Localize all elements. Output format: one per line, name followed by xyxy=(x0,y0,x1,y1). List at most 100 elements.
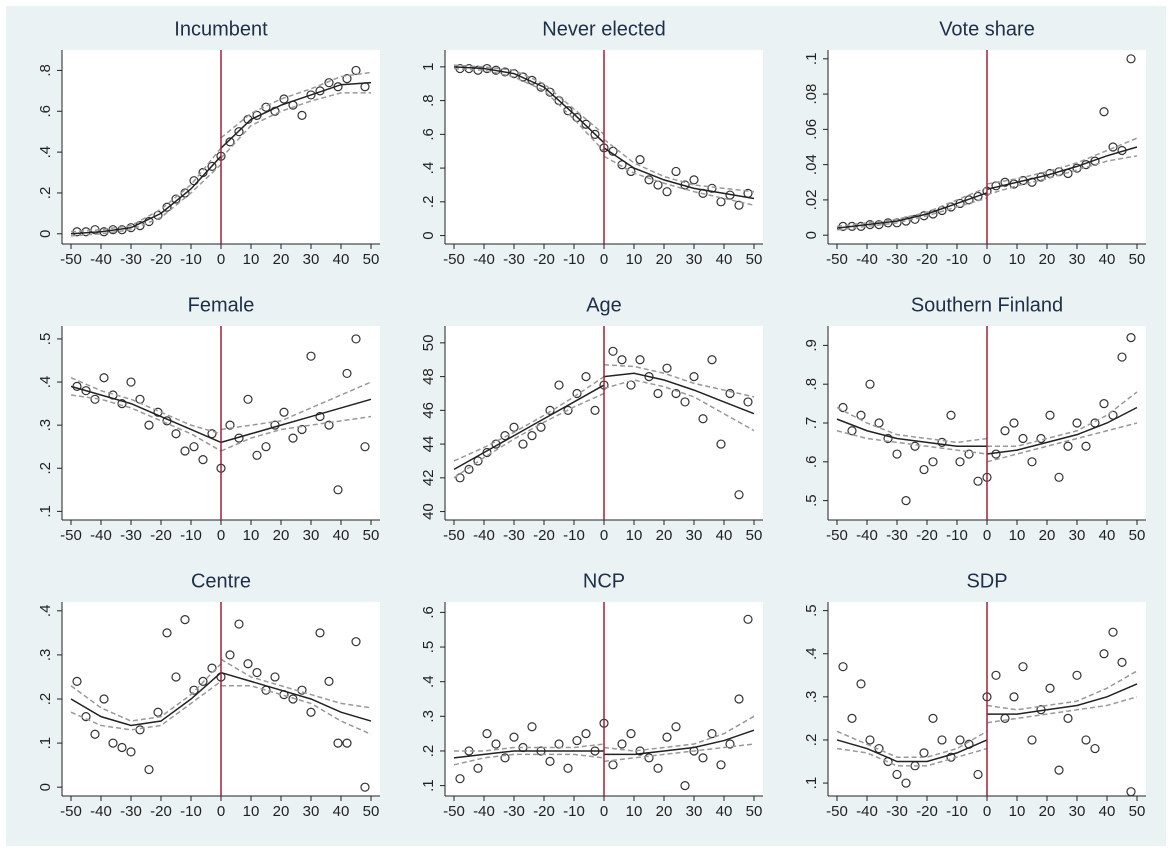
ci-line xyxy=(453,67,605,152)
x-tick-label: 40 xyxy=(333,251,350,268)
scatter-point xyxy=(234,127,244,137)
ci-line xyxy=(836,186,988,228)
scatter-point xyxy=(874,220,884,230)
x-tick-label: -50 xyxy=(60,803,82,820)
y-tick-label: .2 xyxy=(37,693,54,706)
x-tick-label: 50 xyxy=(746,251,763,268)
scatter-point xyxy=(473,763,483,773)
fit-line xyxy=(453,384,605,471)
ci-line xyxy=(836,430,988,455)
scatter-point xyxy=(500,753,510,763)
ci-line xyxy=(220,415,372,452)
scatter-point xyxy=(306,351,316,361)
scatter-point xyxy=(1009,692,1019,702)
y-tick-label: .4 xyxy=(37,376,54,389)
x-tick-label: -50 xyxy=(826,251,848,268)
scatter-point xyxy=(919,464,929,475)
y-tick-label: .1 xyxy=(803,777,820,790)
scatter-point xyxy=(536,422,546,432)
y-tick-label: .4 xyxy=(420,675,437,688)
x-tick-label: 30 xyxy=(1069,251,1086,268)
y-tick-label: .6 xyxy=(37,105,54,118)
x-tick-label: 30 xyxy=(1069,527,1086,544)
x-tick-label: 40 xyxy=(333,527,350,544)
x-tick-label: -30 xyxy=(120,251,142,268)
ci-line xyxy=(220,92,371,159)
scatter-point xyxy=(482,729,492,739)
scatter-point xyxy=(252,667,262,678)
y-tick-label: .2 xyxy=(803,734,820,747)
scatter-point xyxy=(743,397,753,407)
scatter-point xyxy=(153,707,163,717)
y-tick-label: 0 xyxy=(37,230,54,238)
fit-line xyxy=(604,729,755,756)
scatter-point xyxy=(342,368,352,379)
ci-line xyxy=(987,391,1138,448)
scatter-point xyxy=(180,615,190,625)
scatter-point xyxy=(1027,457,1037,467)
fit-line xyxy=(220,81,372,149)
panel-title: Vote share xyxy=(939,18,1035,40)
y-tick-label: .2 xyxy=(420,745,437,758)
y-tick-label: .06 xyxy=(803,119,820,140)
ci-line xyxy=(986,422,1138,463)
x-tick-label: 10 xyxy=(243,251,260,268)
x-tick-label: 40 xyxy=(716,251,733,268)
scatter-point xyxy=(1126,54,1136,64)
x-tick-label: -30 xyxy=(886,251,908,268)
scatter-point xyxy=(1027,735,1037,745)
y-tick-label: .7 xyxy=(803,417,820,430)
x-tick-label: 40 xyxy=(1099,251,1116,268)
scatter-point xyxy=(279,94,289,104)
x-tick-label: -40 xyxy=(856,251,878,268)
scatter-point xyxy=(1108,142,1118,152)
scatter-point xyxy=(261,442,271,452)
scatter-point xyxy=(707,355,717,365)
x-tick-label: -30 xyxy=(503,251,525,268)
y-tick-label: .6 xyxy=(803,456,820,469)
x-tick-label: 50 xyxy=(746,527,763,544)
scatter-point xyxy=(847,713,857,724)
ci-line xyxy=(70,147,222,233)
scatter-point xyxy=(261,102,271,112)
scatter-point xyxy=(572,388,582,399)
panel-title: Incumbent xyxy=(174,18,268,40)
scatter-point xyxy=(734,200,744,210)
x-tick-label: -20 xyxy=(150,251,172,268)
scatter-point xyxy=(270,672,280,682)
x-tick-label: -40 xyxy=(473,251,495,268)
y-tick-label: .4 xyxy=(37,146,54,159)
scatter-point xyxy=(680,781,690,791)
y-tick-label: 0 xyxy=(420,231,437,239)
x-tick-label: -50 xyxy=(826,803,848,820)
scatter-point xyxy=(342,738,352,748)
scatter-point xyxy=(1054,472,1064,482)
ci-line xyxy=(221,685,372,735)
ci-line xyxy=(70,394,222,452)
panel-title: Southern Finland xyxy=(911,294,1063,316)
y-tick-label: .8 xyxy=(37,64,54,77)
scatter-point xyxy=(518,439,528,449)
scatter-point xyxy=(590,129,600,139)
scatter-point xyxy=(617,739,627,749)
x-tick-label: -40 xyxy=(90,251,112,268)
scatter-point xyxy=(964,449,974,459)
x-tick-label: 20 xyxy=(273,803,290,820)
ci-line xyxy=(986,696,1138,724)
y-tick-label: 0 xyxy=(37,783,54,791)
x-tick-label: 50 xyxy=(363,527,380,544)
scatter-point xyxy=(207,161,217,171)
x-tick-label: -30 xyxy=(886,803,908,820)
scatter-point xyxy=(1018,662,1028,672)
x-tick-label: 50 xyxy=(363,251,380,268)
scatter-point xyxy=(644,753,654,763)
ci-line xyxy=(453,64,605,135)
y-tick-label: .6 xyxy=(420,606,437,619)
scatter-point xyxy=(297,110,307,120)
ci-line xyxy=(453,753,605,766)
ci-line xyxy=(453,375,605,462)
scatter-point xyxy=(883,433,893,444)
scatter-point xyxy=(297,424,307,435)
fit-line xyxy=(603,147,755,200)
